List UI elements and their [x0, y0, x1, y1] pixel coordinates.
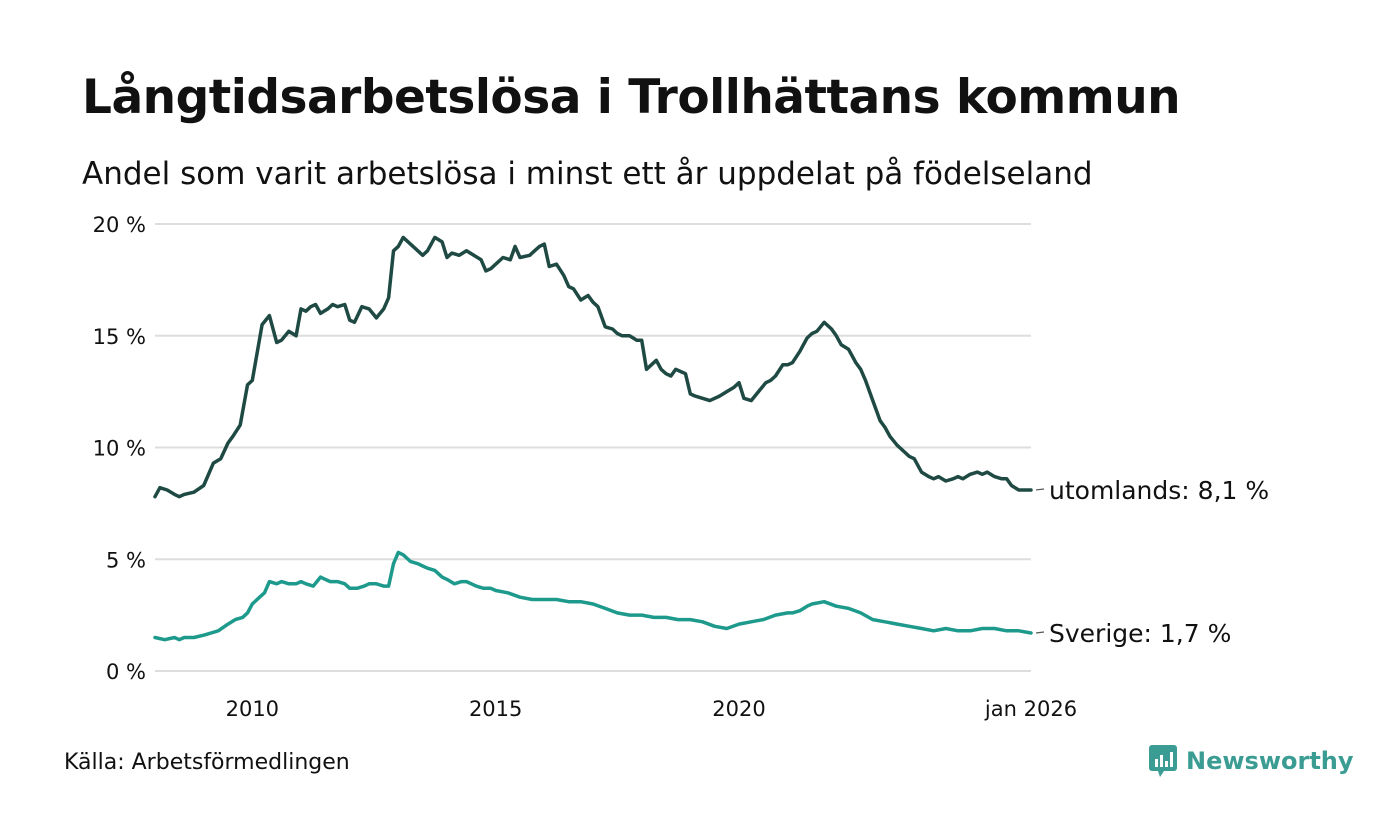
- y-axis: 0 % 5 % 10 % 15 % 20 %: [93, 213, 146, 684]
- chart-subtitle: Andel som varit arbetslösa i minst ett å…: [82, 156, 1093, 192]
- end-label-leader: [1035, 631, 1045, 634]
- gridlines: [155, 223, 1031, 672]
- y-tick-label: 15 %: [93, 325, 146, 349]
- series-line-utomlands: [153, 235, 1033, 499]
- newsworthy-icon: [1149, 745, 1177, 777]
- x-tick-label: 2015: [469, 697, 522, 721]
- x-tick-label: jan 2026: [984, 697, 1077, 721]
- x-tick-label: 2010: [226, 697, 279, 721]
- x-tick-label: 2020: [712, 697, 765, 721]
- source-note: Källa: Arbetsförmedlingen: [64, 750, 350, 775]
- brand-logo: Newsworthy: [1148, 744, 1354, 778]
- y-tick-label: 5 %: [106, 548, 146, 572]
- chart-title: Långtidsarbetslösa i Trollhättans kommun: [82, 70, 1181, 125]
- x-axis: 2010 2015 2020 jan 2026: [226, 697, 1077, 721]
- y-tick-label: 10 %: [93, 437, 146, 461]
- y-tick-label: 20 %: [93, 213, 146, 237]
- y-tick-label: 0 %: [106, 660, 146, 684]
- series-lines: [153, 235, 1033, 642]
- end-label-utomlands: utomlands: 8,1 %: [1049, 476, 1269, 505]
- end-label-sverige: Sverige: 1,7 %: [1049, 619, 1231, 648]
- series-end-labels: utomlands: 8,1 % Sverige: 1,7 %: [1035, 476, 1269, 648]
- brand-name: Newsworthy: [1186, 747, 1354, 775]
- series-line-sverige: [153, 550, 1033, 642]
- end-label-leader: [1035, 488, 1045, 491]
